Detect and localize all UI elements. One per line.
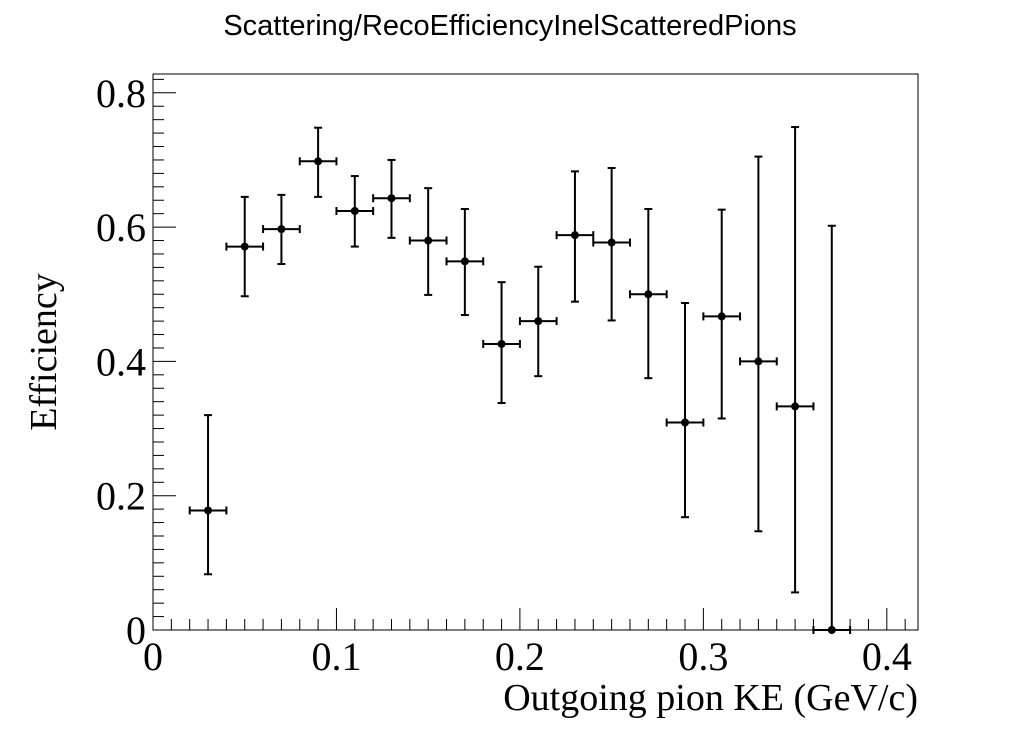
data-point — [447, 209, 484, 315]
data-marker — [828, 626, 836, 634]
data-marker — [424, 237, 432, 245]
data-points — [190, 127, 850, 634]
chart-title: Scattering/RecoEfficiencyInelScatteredPi… — [223, 10, 796, 42]
y-tick-label: 0.2 — [96, 474, 146, 519]
data-point — [667, 303, 704, 517]
data-marker — [351, 207, 359, 215]
x-axis-label: Outgoing pion KE (GeV/c) — [503, 677, 918, 719]
data-marker — [387, 194, 395, 202]
data-marker — [314, 157, 322, 165]
data-marker — [461, 257, 469, 265]
y-tick-label: 0 — [126, 608, 146, 653]
data-point — [777, 127, 814, 592]
data-marker — [608, 239, 616, 247]
data-point — [593, 168, 630, 320]
x-tick-label: 0.3 — [678, 634, 728, 679]
data-marker — [754, 357, 762, 365]
data-point — [557, 171, 594, 301]
data-point — [483, 282, 520, 403]
data-point — [630, 209, 667, 378]
data-point — [226, 197, 263, 296]
x-tick-label: 0.2 — [495, 634, 545, 679]
y-axis-label: Efficiency — [23, 273, 65, 431]
data-point — [263, 195, 300, 264]
data-marker — [644, 290, 652, 298]
data-point — [520, 267, 557, 376]
data-point — [336, 176, 373, 247]
y-tick-label: 0.8 — [96, 71, 146, 116]
data-point — [703, 210, 740, 419]
x-tick-label: 0.4 — [862, 634, 912, 679]
data-marker — [498, 340, 506, 348]
y-tick-label: 0.4 — [96, 339, 146, 384]
plot-frame — [153, 74, 918, 630]
data-point — [813, 226, 850, 634]
x-tick-label: 0.1 — [311, 634, 361, 679]
x-axis: 0 0.1 0.2 0.3 0.4 — [143, 608, 912, 679]
y-axis: 0 0.2 0.4 0.6 0.8 — [96, 71, 176, 653]
data-marker — [241, 243, 249, 251]
data-point — [300, 128, 337, 197]
data-marker — [277, 225, 285, 233]
data-point — [190, 415, 227, 574]
data-marker — [571, 231, 579, 239]
data-point — [740, 157, 777, 532]
data-marker — [718, 312, 726, 320]
data-point — [410, 188, 447, 295]
data-point — [373, 160, 410, 238]
data-marker — [204, 506, 212, 514]
data-marker — [681, 419, 689, 427]
y-tick-label: 0.6 — [96, 205, 146, 250]
data-marker — [791, 402, 799, 410]
x-tick-label: 0 — [143, 634, 163, 679]
data-marker — [534, 317, 542, 325]
